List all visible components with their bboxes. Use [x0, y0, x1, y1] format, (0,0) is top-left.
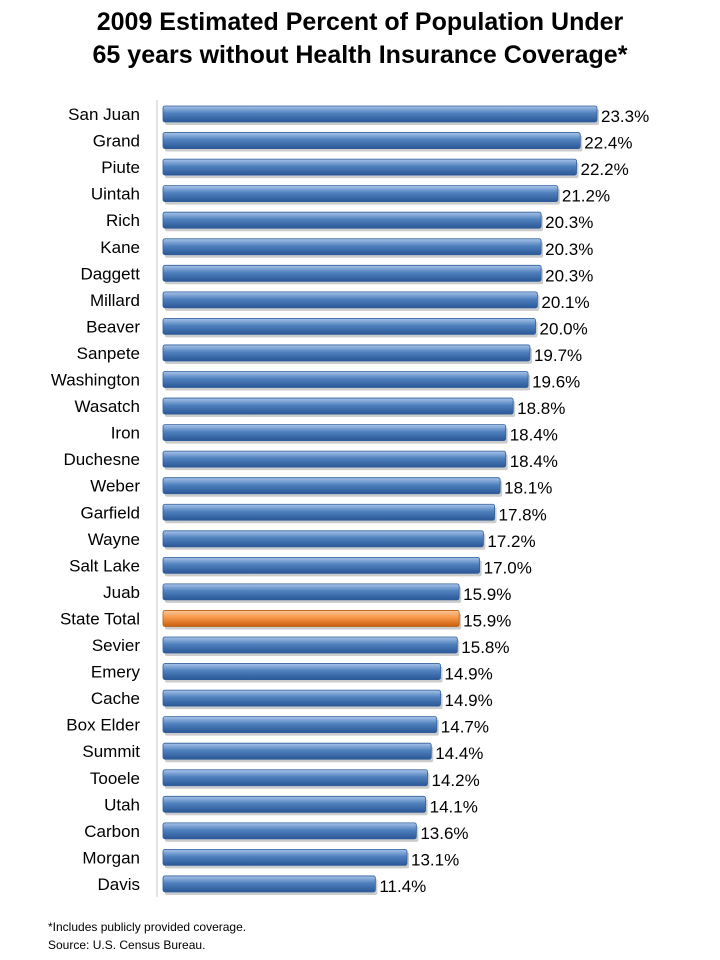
category-label-sanpete: Sanpete	[77, 344, 140, 363]
value-label-summit: 14.4%	[435, 744, 483, 763]
category-label-san-juan: San Juan	[68, 105, 140, 124]
category-label-uintah: Uintah	[91, 185, 140, 204]
value-label-utah: 14.1%	[430, 797, 478, 816]
category-label-wasatch: Wasatch	[74, 397, 140, 416]
bar-weber	[162, 477, 501, 495]
category-label-duchesne: Duchesne	[63, 450, 140, 469]
bar-state-total	[162, 610, 460, 627]
bar-beaver	[162, 317, 536, 335]
chart-title-line-1: 2009 Estimated Percent of Population Und…	[96, 8, 624, 36]
category-label-kane: Kane	[100, 238, 140, 257]
bar-duchesne	[162, 450, 507, 468]
category-label-washington: Washington	[51, 371, 140, 390]
value-label-garfield: 17.8%	[499, 505, 547, 524]
bar-tooele	[162, 769, 428, 787]
value-label-sanpete: 19.7%	[534, 346, 582, 365]
value-label-uintah: 21.2%	[562, 187, 610, 206]
category-label-iron: Iron	[111, 424, 140, 443]
value-label-kane: 20.3%	[545, 240, 593, 259]
category-label-summit: Summit	[82, 742, 140, 761]
bar-davis	[162, 875, 376, 893]
category-label-wayne: Wayne	[88, 530, 140, 549]
category-label-emery: Emery	[91, 663, 141, 682]
bar-wayne	[162, 530, 484, 548]
bar-washington	[162, 371, 529, 388]
value-label-grand: 22.4%	[584, 134, 632, 153]
category-label-utah: Utah	[104, 795, 140, 814]
category-label-rich: Rich	[106, 211, 140, 230]
category-label-juab: Juab	[103, 583, 140, 602]
bar-rich	[162, 211, 542, 229]
footnote-source: Source: U.S. Census Bureau.	[48, 938, 206, 952]
value-label-washington: 19.6%	[532, 373, 580, 392]
value-label-rich: 20.3%	[545, 213, 593, 232]
value-label-iron: 18.4%	[510, 426, 558, 445]
value-label-weber: 18.1%	[504, 479, 552, 498]
bar-sevier	[162, 636, 458, 654]
value-label-wasatch: 18.8%	[517, 399, 565, 418]
value-label-emery: 14.9%	[445, 665, 493, 684]
category-label-piute: Piute	[101, 158, 140, 177]
category-label-weber: Weber	[90, 477, 140, 496]
bar-piute	[162, 158, 577, 176]
bar-uintah	[162, 185, 559, 203]
category-label-davis: Davis	[97, 875, 140, 894]
bar-box-elder	[162, 716, 438, 734]
value-label-morgan: 13.1%	[411, 850, 459, 869]
value-label-state-total: 15.9%	[463, 611, 511, 630]
category-label-cache: Cache	[91, 689, 140, 708]
category-label-grand: Grand	[93, 132, 140, 151]
value-label-millard: 20.1%	[541, 293, 589, 312]
bar-utah	[162, 795, 427, 813]
bar-garfield	[162, 503, 495, 521]
bar-salt-lake	[162, 556, 481, 574]
category-label-tooele: Tooele	[90, 769, 140, 788]
bar-millard	[162, 291, 538, 309]
bar-kane	[162, 238, 542, 256]
bar-carbon	[162, 822, 417, 840]
bar-grand	[162, 132, 581, 149]
value-label-wayne: 17.2%	[487, 532, 535, 551]
value-label-piute: 22.2%	[581, 160, 629, 179]
category-label-garfield: Garfield	[80, 503, 140, 522]
bar-summit	[162, 742, 432, 760]
value-label-daggett: 20.3%	[545, 266, 593, 285]
category-label-daggett: Daggett	[80, 264, 140, 283]
bar-morgan	[162, 849, 408, 866]
value-label-salt-lake: 17.0%	[484, 558, 532, 577]
value-label-duchesne: 18.4%	[510, 452, 558, 471]
category-label-salt-lake: Salt Lake	[69, 556, 140, 575]
value-label-carbon: 13.6%	[420, 824, 468, 843]
chart-title-line-2: 65 years without Health Insurance Covera…	[92, 41, 628, 69]
category-label-carbon: Carbon	[84, 822, 140, 841]
value-label-juab: 15.9%	[463, 585, 511, 604]
value-label-beaver: 20.0%	[540, 319, 588, 338]
category-label-millard: Millard	[90, 291, 140, 310]
value-label-davis: 11.4%	[379, 877, 426, 896]
bar-emery	[162, 663, 441, 680]
footnotes: *Includes publicly provided coverage. So…	[48, 918, 246, 954]
category-label-state-total: State Total	[60, 609, 140, 628]
category-label-morgan: Morgan	[82, 848, 140, 867]
value-label-san-juan: 23.3%	[601, 107, 649, 126]
value-label-sevier: 15.8%	[461, 638, 509, 657]
category-label-sevier: Sevier	[92, 636, 141, 655]
category-label-beaver: Beaver	[86, 317, 140, 336]
bar-daggett	[162, 264, 542, 282]
bar-sanpete	[162, 344, 531, 362]
bar-wasatch	[162, 397, 514, 415]
bar-san-juan	[162, 105, 598, 123]
bar-cache	[162, 689, 441, 707]
bar-iron	[162, 424, 507, 442]
footnote-coverage: *Includes publicly provided coverage.	[48, 920, 247, 934]
category-label-box-elder: Box Elder	[66, 716, 140, 735]
value-label-cache: 14.9%	[445, 691, 493, 710]
chart-title: 2009 Estimated Percent of Population Und…	[0, 6, 720, 72]
value-label-tooele: 14.2%	[431, 771, 479, 790]
bar-juab	[162, 583, 460, 601]
value-label-box-elder: 14.7%	[441, 718, 489, 737]
